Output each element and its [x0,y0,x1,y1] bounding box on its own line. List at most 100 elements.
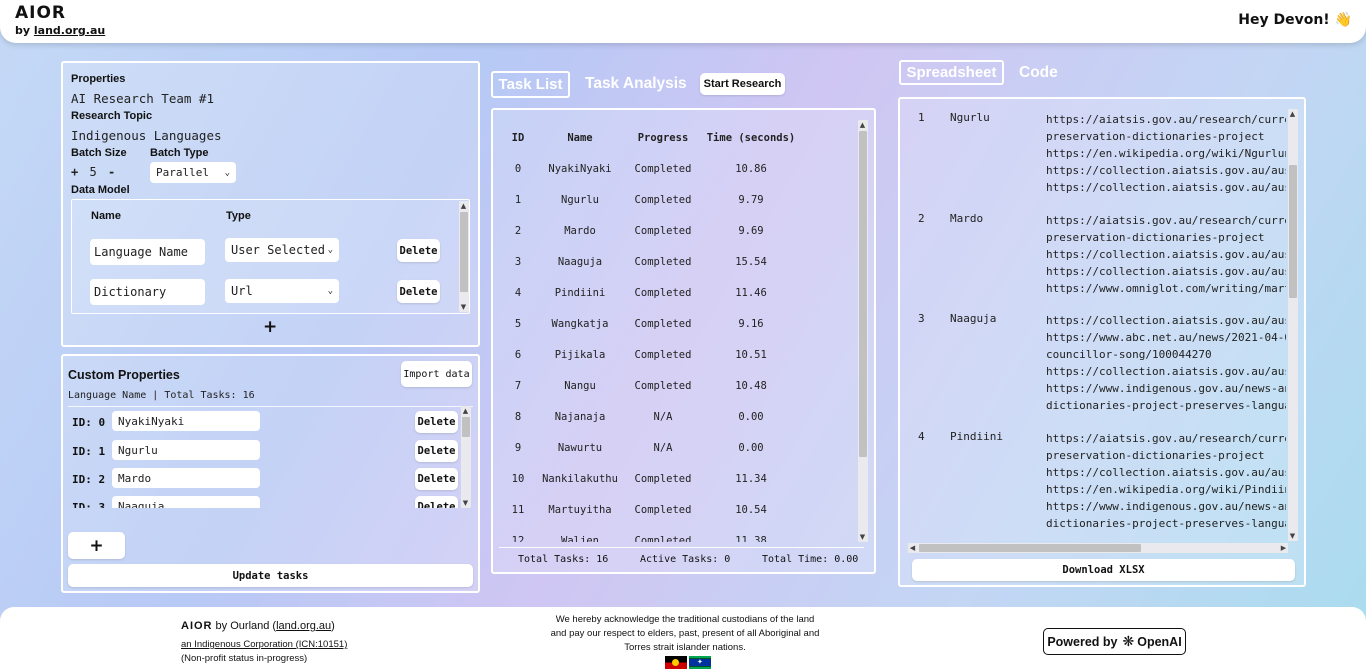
table-row: 9 Nawurtu N/A 0.00 [501,432,801,463]
row-value-input[interactable]: Ngurlu [112,440,260,460]
scroll-thumb[interactable] [462,417,470,437]
row-value-input[interactable]: Mardo [112,468,260,488]
add-row-button[interactable]: + [68,532,125,559]
task-list-panel: ID Name Progress Time (seconds) 0 NyakiNy… [491,108,876,574]
cell-name: Nankilakuthu [542,472,618,485]
update-tasks-button[interactable]: Update tasks [68,564,473,587]
cell-time: 11.38 [735,534,767,543]
link-line: https://collection.aiatsis.gov.au/aust [1046,314,1286,327]
custom-properties-panel: Custom Properties Import data Language N… [61,354,480,593]
table-row: 11 Martuyitha Completed 10.54 [501,494,801,525]
link-line: https://www.omniglot.com/writing/martu [1046,282,1286,295]
dm-type-selected: User Selected [231,243,325,257]
batch-type-select[interactable]: Parallel ⌄ [150,162,236,183]
scroll-left-icon[interactable]: ◀ [909,544,916,552]
task-summary-bar [499,547,864,548]
increment-button[interactable]: + [71,165,79,179]
dm-name-input[interactable]: Dictionary [90,279,205,305]
tab-task-list[interactable]: Task List [491,71,570,98]
sheet-vertical-scrollbar[interactable]: ▲ ▼ [1288,109,1298,541]
custom-scrollbar[interactable]: ▲ ▼ [461,406,471,508]
import-data-button[interactable]: Import data [401,361,472,387]
dm-delete-button[interactable]: Delete [397,239,440,262]
footer-logo: AIOR [181,620,213,632]
spreadsheet-panel: 1 Ngurlu https://aiatsis.gov.au/research… [898,97,1306,587]
dm-delete-button[interactable]: Delete [397,280,440,303]
row-delete-button[interactable]: Delete [415,468,458,490]
decrement-button[interactable]: - [107,165,116,179]
link-line: preservation-dictionaries-project [1046,130,1265,143]
batch-size-stepper: + 5 - [71,165,115,179]
cell-progress: N/A [653,410,673,423]
scroll-up-icon[interactable]: ▲ [859,121,866,129]
cell-name: Naaguja [557,255,603,268]
row-delete-button[interactable]: Delete [415,496,458,508]
row-id-label: ID: 3 [72,501,106,508]
powered-by-openai-badge[interactable]: Powered by ❋ OpenAI [1043,628,1186,655]
scroll-up-icon[interactable]: ▲ [460,202,467,210]
row-id-label: ID: 1 [72,445,106,458]
dm-col-name: Name [91,210,121,222]
cell-id: 2 [514,224,522,237]
research-topic-value[interactable]: Indigenous Languages [71,128,222,143]
cell-name: Nawurtu [557,441,603,454]
link-line: https://aiatsis.gov.au/research/curren [1046,113,1286,126]
scroll-thumb[interactable] [460,212,468,292]
cell-progress: Completed [634,472,692,485]
footer-corp[interactable]: an Indigenous Corporation (ICN:10151) [181,639,348,650]
table-row: 10 Nankilakuthu Completed 11.34 [501,463,801,494]
table-row: 5 Wangkatja Completed 9.16 [501,308,801,339]
scroll-up-icon[interactable]: ▲ [1289,110,1296,118]
tab-code[interactable]: Code [1019,64,1058,81]
task-table: ID Name Progress Time (seconds) 0 NyakiNy… [501,122,801,543]
download-xlsx-button[interactable]: Download XLSX [912,559,1295,581]
tab-spreadsheet[interactable]: Spreadsheet [899,60,1004,85]
scroll-thumb[interactable] [1289,165,1297,298]
torres-strait-flag-icon: ✦ [689,656,711,669]
scroll-down-icon[interactable]: ▼ [462,499,469,507]
dm-scrollbar[interactable]: ▲ ▼ [459,201,469,312]
table-row: 3 Naaguja Completed 15.54 [501,246,801,277]
dm-type-select[interactable]: Url ⌄ [225,279,339,303]
team-name-value[interactable]: AI Research Team #1 [71,91,214,106]
batch-size-label: Batch Size [71,147,127,159]
chevron-down-icon: ⌄ [224,167,230,178]
row-value-input[interactable]: Naaguja [112,496,260,508]
link-line: preservation-dictionaries-project [1046,231,1265,244]
scroll-down-icon[interactable]: ▼ [1289,532,1296,540]
byline-prefix: by [15,24,34,37]
properties-heading: Properties [71,73,126,85]
add-field-button[interactable]: + [263,317,278,337]
cell-name: Mardo [564,224,596,237]
scroll-down-icon[interactable]: ▼ [859,533,866,541]
dm-name-input[interactable]: Language Name [90,239,205,265]
custom-rows-list: ID: 0 NyakiNyaki Delete ID: 1 Ngurlu Del… [68,406,473,508]
tab-task-analysis[interactable]: Task Analysis [585,75,687,92]
scroll-up-icon[interactable]: ▲ [462,407,469,415]
top-bar: AIOR by land.org.au Hey Devon! 👋 [0,0,1366,43]
sheet-horizontal-scrollbar[interactable]: ◀ ▶ [908,543,1288,553]
land-org-link[interactable]: land.org.au [33,24,106,37]
table-row: 7 Nangu Completed 10.48 [501,370,801,401]
scroll-thumb[interactable] [919,544,1141,552]
scroll-down-icon[interactable]: ▼ [460,303,467,311]
dm-type-select[interactable]: User Selected ⌄ [225,238,339,262]
scroll-right-icon[interactable]: ▶ [1280,544,1287,552]
row-delete-button[interactable]: Delete [415,411,458,433]
start-research-button[interactable]: Start Research [700,73,785,95]
link-line: https://en.wikipedia.org/wiki/Ngurlun_ [1046,147,1286,160]
sheet-cell-links: https://aiatsis.gov.au/research/curren p… [1046,430,1286,532]
cell-name: Waljen [561,534,599,543]
scroll-thumb[interactable] [859,131,867,457]
footer-link[interactable]: land.org.au [276,620,332,632]
cell-progress: Completed [634,286,692,299]
app-logo[interactable]: AIOR [15,3,67,23]
row-delete-button[interactable]: Delete [415,440,458,462]
task-scrollbar[interactable]: ▲ ▼ [858,120,868,542]
cell-id: 11 [511,503,525,516]
cell-name: Nangu [564,379,596,392]
row-value-input[interactable]: NyakiNyaki [112,411,260,431]
cell-time: 0.00 [738,410,764,423]
sheet-cell-name: Pindiini [950,430,1003,443]
cell-time: 10.48 [735,379,767,392]
